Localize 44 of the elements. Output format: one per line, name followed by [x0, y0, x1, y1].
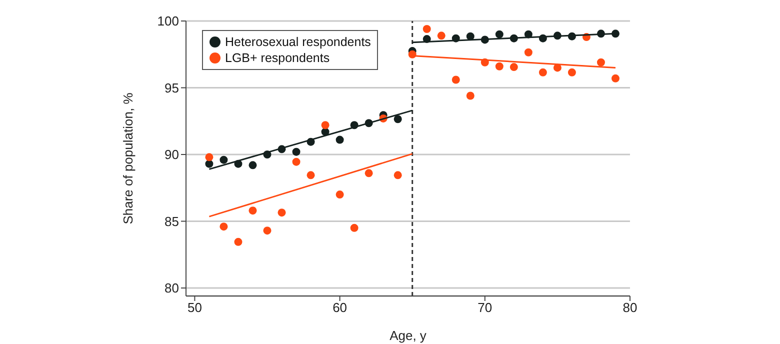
point: [364, 169, 373, 178]
point: [336, 136, 344, 144]
point: [292, 148, 300, 156]
y-tick-label: 80: [164, 280, 179, 296]
point: [234, 238, 242, 246]
point: [220, 222, 228, 231]
point: [205, 153, 214, 162]
point: [510, 63, 518, 72]
legend-label: Heterosexual respondents: [225, 35, 371, 49]
point: [466, 92, 474, 100]
point: [394, 115, 402, 124]
point: [495, 62, 504, 70]
point: [568, 68, 576, 76]
y-tick-label: 100: [157, 14, 179, 29]
point: [336, 190, 344, 199]
point: [350, 224, 358, 232]
point: [292, 158, 300, 166]
x-tick-label: 50: [187, 300, 202, 316]
x-tick-label: 80: [622, 300, 638, 316]
point: [248, 206, 257, 215]
point: [321, 121, 330, 130]
y-tick-label: 85: [164, 214, 179, 229]
y-axis-title: Share of population, %: [120, 92, 136, 224]
point: [248, 161, 257, 170]
point: [205, 160, 214, 168]
point: [220, 156, 228, 164]
point: [422, 25, 431, 34]
point: [524, 48, 532, 56]
point: [263, 226, 272, 235]
point: [611, 74, 620, 82]
point: [394, 171, 402, 180]
x-tick-label: 60: [332, 300, 348, 316]
x-axis-title: Age, y: [390, 328, 427, 343]
point: [538, 68, 547, 76]
point: [495, 30, 504, 38]
y-tick-label: 90: [164, 147, 179, 162]
point: [306, 171, 315, 180]
x-tick-label: 70: [478, 300, 492, 316]
legend-label: LGB+ respondents: [225, 51, 330, 65]
point: [278, 208, 286, 217]
point: [452, 76, 460, 84]
point: [437, 32, 446, 40]
y-tick-label: 95: [164, 80, 179, 96]
point: [596, 58, 605, 66]
